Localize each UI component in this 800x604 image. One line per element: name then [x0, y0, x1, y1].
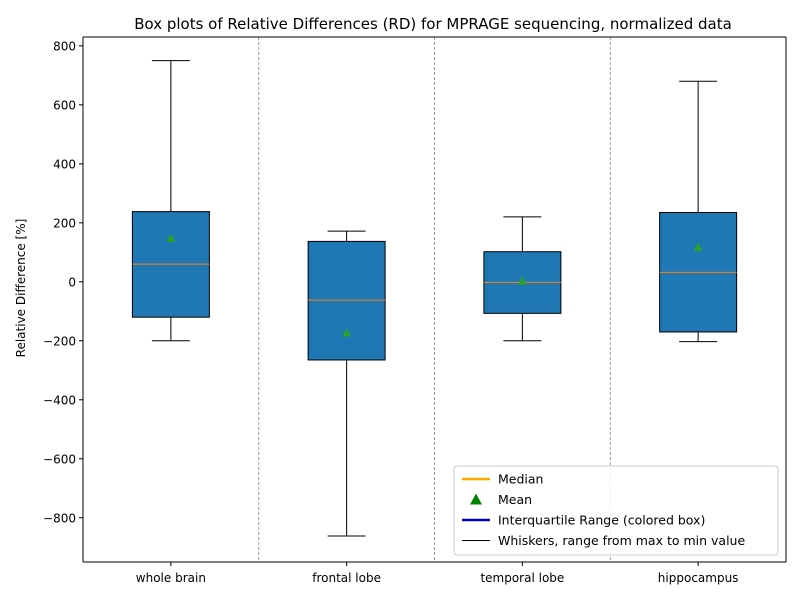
y-tick-label: −600	[43, 452, 76, 466]
legend-label: Whiskers, range from max to min value	[498, 533, 745, 548]
x-tick-label: frontal lobe	[312, 571, 381, 585]
y-tick-label: 200	[53, 216, 76, 230]
legend-label: Mean	[498, 492, 532, 507]
box-group-2	[307, 230, 386, 537]
x-tick-label: hippocampus	[658, 571, 739, 585]
y-tick-label: 600	[53, 98, 76, 112]
box-group-4	[659, 80, 738, 343]
legend-frame	[453, 465, 779, 556]
legend-mean-marker	[470, 493, 482, 505]
iqr-box	[307, 240, 386, 361]
box-group-1	[131, 60, 210, 342]
chart-title: Box plots of Relative Differences (RD) f…	[134, 15, 732, 33]
y-tick-label: −800	[43, 511, 76, 525]
y-tick-label: 0	[68, 275, 76, 289]
mean-marker	[517, 276, 527, 285]
y-tick-label: 400	[53, 157, 76, 171]
mean-marker	[166, 233, 176, 243]
y-tick-label: −200	[43, 334, 76, 348]
y-tick-label: −400	[43, 393, 76, 407]
legend-label: Median	[498, 472, 543, 487]
plot-area: −800 −600 −400 −200 0 200 400 600 800 whole brain…	[43, 36, 787, 585]
box-group-3	[483, 216, 562, 342]
legend-label: Interquartile Range (colored box)	[498, 513, 705, 528]
y-tick-label: 800	[53, 39, 76, 53]
x-tick-label: temporal lobe	[480, 571, 564, 585]
mean-marker	[342, 328, 352, 337]
mean-marker	[693, 242, 703, 251]
y-axis-title: Relative Difference [%]	[14, 219, 28, 358]
x-tick-label: whole brain	[136, 571, 206, 585]
legend: Median Mean Interquartile Range (colored b…	[453, 465, 779, 556]
